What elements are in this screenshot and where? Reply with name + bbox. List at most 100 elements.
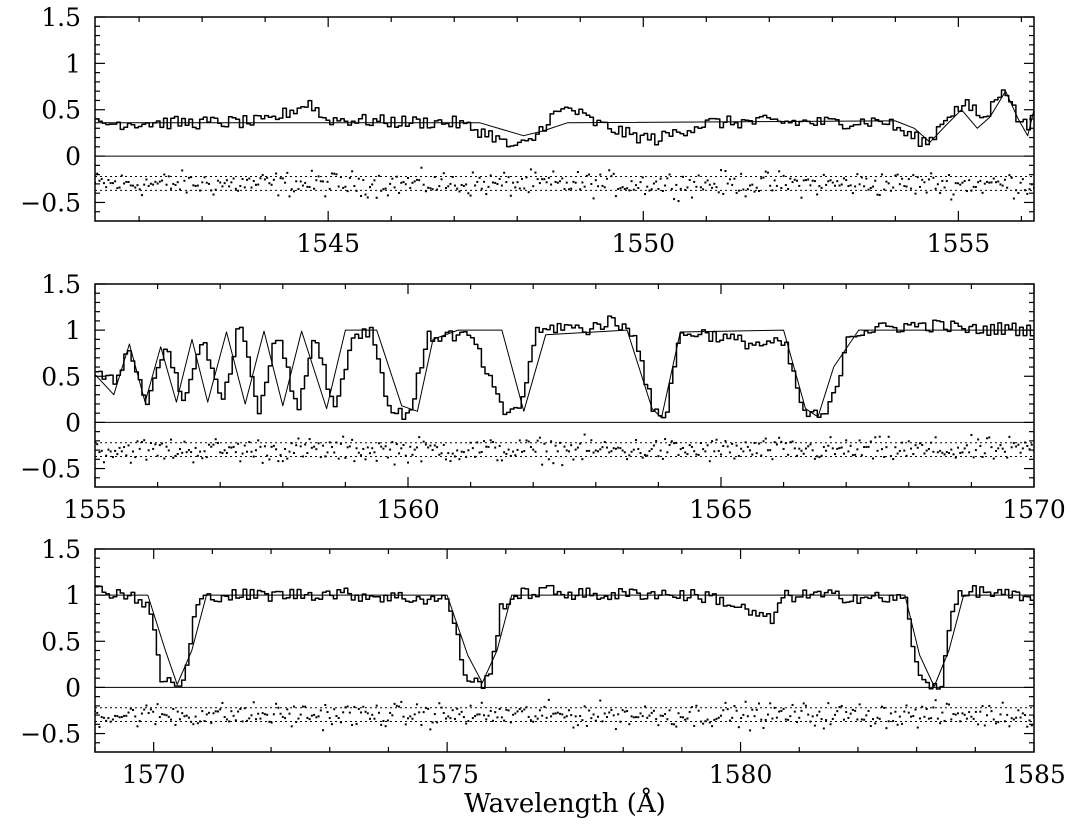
residual-point xyxy=(143,183,146,186)
residual-point xyxy=(170,718,173,721)
residual-point xyxy=(433,444,436,447)
residual-point xyxy=(854,453,857,456)
residual-point xyxy=(614,195,617,198)
residual-point xyxy=(532,185,535,188)
residual-point xyxy=(518,439,521,442)
residual-point xyxy=(941,179,944,182)
residual-point xyxy=(149,442,152,445)
residual-point xyxy=(514,186,517,189)
residual-point xyxy=(988,181,991,184)
residual-point xyxy=(849,712,852,715)
residual-point xyxy=(952,712,955,715)
residual-point xyxy=(529,445,532,448)
residual-point xyxy=(952,193,955,196)
residual-point xyxy=(845,711,848,714)
residual-point xyxy=(382,719,385,722)
residual-point xyxy=(787,453,790,456)
residual-point xyxy=(583,185,586,188)
residual-point xyxy=(483,180,486,183)
residual-point xyxy=(746,188,749,191)
residual-point xyxy=(308,186,311,189)
residual-point xyxy=(203,720,206,723)
residual-point xyxy=(221,452,224,455)
residual-point xyxy=(208,182,211,185)
residual-point xyxy=(353,185,356,188)
residual-point xyxy=(751,453,754,456)
residual-point xyxy=(201,181,204,184)
residual-point xyxy=(872,457,875,460)
residual-point xyxy=(494,181,497,184)
residual-point xyxy=(887,182,890,185)
residual-point xyxy=(248,177,251,180)
residual-point xyxy=(201,710,204,713)
residual-point xyxy=(277,194,280,197)
residual-point xyxy=(310,714,313,717)
residual-point xyxy=(807,445,810,448)
residual-point xyxy=(96,711,99,714)
residual-point xyxy=(487,185,490,188)
residual-point xyxy=(418,711,421,714)
residual-point xyxy=(185,714,188,717)
residual-point xyxy=(185,451,188,454)
residual-point xyxy=(590,439,593,442)
residual-point xyxy=(800,709,803,712)
residual-point xyxy=(916,176,919,179)
panel-middle: 1555 1560 1565 1570 −0.5 0 0.5 1 1.5 xyxy=(20,270,1066,524)
residual-point xyxy=(867,709,870,712)
residual-point xyxy=(194,184,197,187)
residual-point xyxy=(114,714,117,717)
residual-point xyxy=(360,454,363,457)
residual-point xyxy=(668,709,671,712)
residual-point xyxy=(610,175,613,178)
residual-point xyxy=(239,707,242,710)
residual-point xyxy=(400,700,403,703)
residual-point xyxy=(1019,716,1022,719)
residual-point xyxy=(263,445,266,448)
residual-point xyxy=(979,179,982,182)
residual-point xyxy=(129,461,132,464)
residual-point xyxy=(503,171,506,174)
residual-point xyxy=(731,183,734,186)
residual-point xyxy=(161,442,164,445)
residual-point xyxy=(711,440,714,443)
y-tick-label: 1 xyxy=(65,581,81,610)
residual-point xyxy=(328,187,331,190)
residual-point xyxy=(1015,189,1018,192)
residual-point xyxy=(715,717,718,720)
residual-point xyxy=(603,712,606,715)
residual-point xyxy=(328,441,331,444)
residual-point xyxy=(641,176,644,179)
residual-point xyxy=(834,184,837,187)
residual-point xyxy=(290,725,293,728)
residual-point xyxy=(764,718,767,721)
residual-point xyxy=(684,188,687,191)
residual-point xyxy=(261,461,264,464)
residual-point xyxy=(702,722,705,725)
residual-point xyxy=(445,458,448,461)
residual-point xyxy=(954,182,957,185)
residual-point xyxy=(516,448,519,451)
residual-point xyxy=(494,446,497,449)
residual-point xyxy=(948,452,951,455)
residual-point xyxy=(981,455,984,458)
residual-point xyxy=(626,710,629,713)
residual-point xyxy=(433,176,436,179)
residual-point xyxy=(885,446,888,449)
residual-point xyxy=(389,448,392,451)
residual-point xyxy=(451,452,454,455)
y-tick-label: 0 xyxy=(65,673,81,702)
residual-point xyxy=(496,716,499,719)
residual-point xyxy=(194,446,197,449)
residual-point xyxy=(963,713,966,716)
residual-point xyxy=(760,718,763,721)
residual-point xyxy=(132,184,135,187)
residual-point xyxy=(854,709,857,712)
residual-point xyxy=(402,715,405,718)
residual-point xyxy=(313,713,316,716)
residual-point xyxy=(389,182,392,185)
residual-point xyxy=(903,449,906,452)
residual-point xyxy=(883,188,886,191)
residual-point xyxy=(657,724,660,727)
residual-point xyxy=(163,713,166,716)
residual-point xyxy=(483,714,486,717)
